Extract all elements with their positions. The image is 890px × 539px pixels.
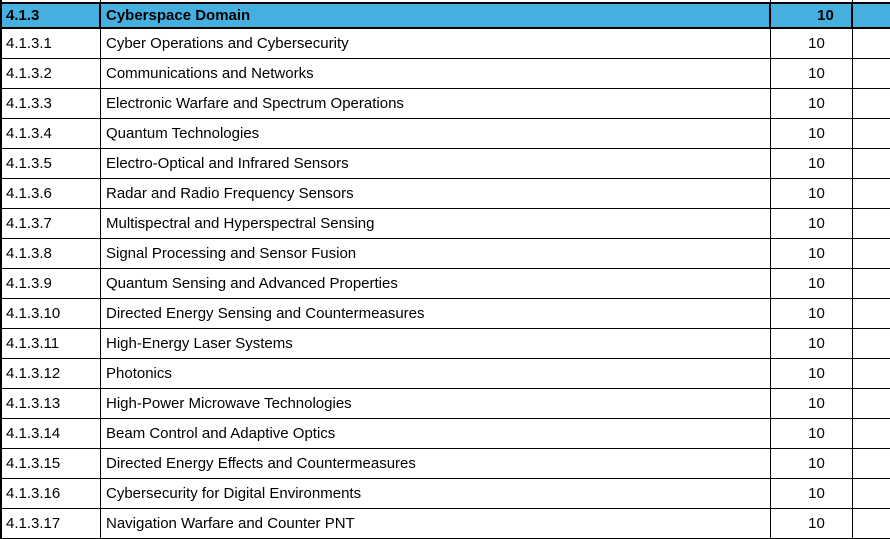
table-body: 4.1.3.1 Cyber Operations and Cybersecuri… [2,29,890,539]
row-label-cell[interactable]: Quantum Sensing and Advanced Properties [101,269,771,298]
header-value-cell[interactable]: 10 [771,4,853,27]
table-row: 4.1.3.6 Radar and Radio Frequency Sensor… [2,179,890,209]
row-value-cell[interactable]: 10 [771,119,853,148]
row-code-cell[interactable]: 4.1.3.8 [2,239,101,268]
row-label-cell[interactable]: Cybersecurity for Digital Environments [101,479,771,508]
row-empty-cell[interactable] [853,419,890,448]
table-row: 4.1.3.10 Directed Energy Sensing and Cou… [2,299,890,329]
row-label-cell[interactable]: Communications and Networks [101,59,771,88]
row-label-cell[interactable]: Signal Processing and Sensor Fusion [101,239,771,268]
table-row: 4.1.3.14 Beam Control and Adaptive Optic… [2,419,890,449]
row-code-cell[interactable]: 4.1.3.13 [2,389,101,418]
row-label-cell[interactable]: Beam Control and Adaptive Optics [101,419,771,448]
row-label-cell[interactable]: Quantum Technologies [101,119,771,148]
header-empty-cell[interactable] [853,4,890,27]
table-row: 4.1.3.13 High-Power Microwave Technologi… [2,389,890,419]
table-row: 4.1.3.17 Navigation Warfare and Counter … [2,509,890,539]
row-empty-cell[interactable] [853,269,890,298]
row-empty-cell[interactable] [853,59,890,88]
row-empty-cell[interactable] [853,299,890,328]
table-row: 4.1.3.9 Quantum Sensing and Advanced Pro… [2,269,890,299]
row-label-cell[interactable]: Photonics [101,359,771,388]
row-empty-cell[interactable] [853,239,890,268]
row-value-cell[interactable]: 10 [771,149,853,178]
row-value-cell[interactable]: 10 [771,389,853,418]
row-label-cell[interactable]: Radar and Radio Frequency Sensors [101,179,771,208]
row-code-cell[interactable]: 4.1.3.3 [2,89,101,118]
row-label-cell[interactable]: Multispectral and Hyperspectral Sensing [101,209,771,238]
row-empty-cell[interactable] [853,389,890,418]
row-label-cell[interactable]: Electro-Optical and Infrared Sensors [101,149,771,178]
row-label-cell[interactable]: Directed Energy Sensing and Countermeasu… [101,299,771,328]
row-value-cell[interactable]: 10 [771,449,853,478]
row-code-cell[interactable]: 4.1.3.9 [2,269,101,298]
row-empty-cell[interactable] [853,509,890,538]
row-label-cell[interactable]: Electronic Warfare and Spectrum Operatio… [101,89,771,118]
row-empty-cell[interactable] [853,479,890,508]
row-code-cell[interactable]: 4.1.3.16 [2,479,101,508]
row-label-cell[interactable]: Navigation Warfare and Counter PNT [101,509,771,538]
row-empty-cell[interactable] [853,179,890,208]
partial-cell-code [2,0,101,2]
row-value-cell[interactable]: 10 [771,29,853,58]
partial-cell-extra [853,0,890,2]
row-value-cell[interactable]: 10 [771,239,853,268]
row-value-cell[interactable]: 10 [771,89,853,118]
row-value-cell[interactable]: 10 [771,59,853,88]
header-title-cell[interactable]: Cyberspace Domain [101,4,771,27]
row-empty-cell[interactable] [853,89,890,118]
row-code-cell[interactable]: 4.1.3.12 [2,359,101,388]
table-row: 4.1.3.7 Multispectral and Hyperspectral … [2,209,890,239]
row-code-cell[interactable]: 4.1.3.14 [2,419,101,448]
row-value-cell[interactable]: 10 [771,329,853,358]
row-code-cell[interactable]: 4.1.3.2 [2,59,101,88]
row-label-cell[interactable]: Cyber Operations and Cybersecurity [101,29,771,58]
row-value-cell[interactable]: 10 [771,179,853,208]
row-empty-cell[interactable] [853,209,890,238]
row-empty-cell[interactable] [853,329,890,358]
row-code-cell[interactable]: 4.1.3.17 [2,509,101,538]
row-value-cell[interactable]: 10 [771,479,853,508]
row-value-cell[interactable]: 10 [771,509,853,538]
row-value-cell[interactable]: 10 [771,269,853,298]
table-row: 4.1.3.2 Communications and Networks 10 [2,59,890,89]
row-value-cell[interactable]: 10 [771,359,853,388]
row-value-cell[interactable]: 10 [771,209,853,238]
header-code-cell[interactable]: 4.1.3 [2,4,101,27]
partial-cell-label [101,0,771,2]
row-code-cell[interactable]: 4.1.3.1 [2,29,101,58]
row-empty-cell[interactable] [853,149,890,178]
row-value-cell[interactable]: 10 [771,419,853,448]
row-empty-cell[interactable] [853,449,890,478]
table-row: 4.1.3.4 Quantum Technologies 10 [2,119,890,149]
section-header-row: 4.1.3 Cyberspace Domain 10 [2,4,890,29]
row-empty-cell[interactable] [853,29,890,58]
row-label-cell[interactable]: High-Energy Laser Systems [101,329,771,358]
partial-row-top [2,0,890,4]
row-code-cell[interactable]: 4.1.3.15 [2,449,101,478]
row-label-cell[interactable]: High-Power Microwave Technologies [101,389,771,418]
table-row: 4.1.3.3 Electronic Warfare and Spectrum … [2,89,890,119]
table-row: 4.1.3.1 Cyber Operations and Cybersecuri… [2,29,890,59]
row-code-cell[interactable]: 4.1.3.5 [2,149,101,178]
row-code-cell[interactable]: 4.1.3.6 [2,179,101,208]
table-row: 4.1.3.11 High-Energy Laser Systems 10 [2,329,890,359]
row-empty-cell[interactable] [853,359,890,388]
table-row: 4.1.3.15 Directed Energy Effects and Cou… [2,449,890,479]
row-code-cell[interactable]: 4.1.3.11 [2,329,101,358]
row-label-cell[interactable]: Directed Energy Effects and Countermeasu… [101,449,771,478]
table-row: 4.1.3.5 Electro-Optical and Infrared Sen… [2,149,890,179]
row-value-cell[interactable]: 10 [771,299,853,328]
table-row: 4.1.3.12 Photonics 10 [2,359,890,389]
row-code-cell[interactable]: 4.1.3.7 [2,209,101,238]
row-empty-cell[interactable] [853,119,890,148]
table-row: 4.1.3.8 Signal Processing and Sensor Fus… [2,239,890,269]
partial-cell-value [771,0,853,2]
row-code-cell[interactable]: 4.1.3.4 [2,119,101,148]
table-row: 4.1.3.16 Cybersecurity for Digital Envir… [2,479,890,509]
row-code-cell[interactable]: 4.1.3.10 [2,299,101,328]
